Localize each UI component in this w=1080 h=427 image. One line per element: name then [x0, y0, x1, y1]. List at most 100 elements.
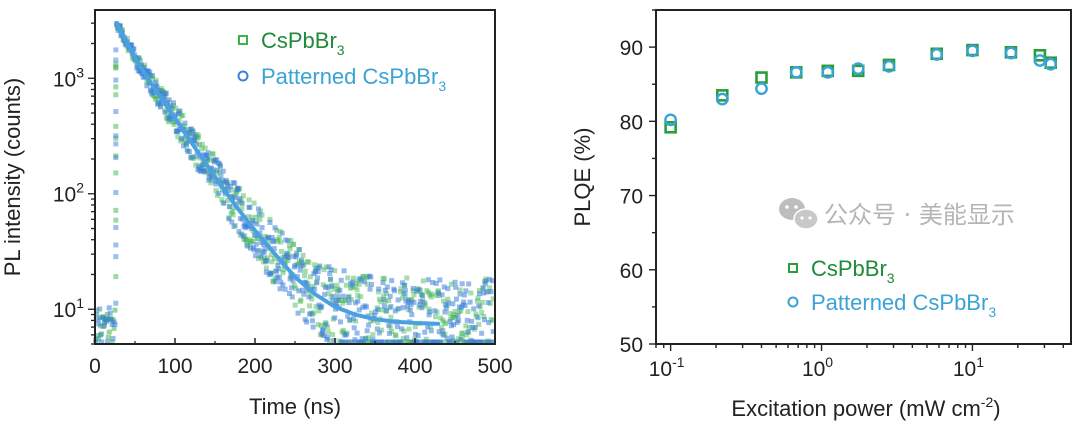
y-tick-labels: 101 102 103	[53, 64, 84, 322]
data-point	[140, 71, 146, 77]
data-point	[321, 332, 327, 338]
data-point	[313, 266, 319, 272]
data-point	[202, 145, 208, 151]
data-point	[353, 280, 359, 286]
data-point	[271, 255, 277, 261]
data-point	[407, 307, 413, 313]
data-point	[361, 279, 367, 285]
data-point	[479, 309, 485, 315]
data-point	[266, 234, 272, 240]
data-point	[99, 339, 105, 345]
data-point-circle	[789, 65, 803, 79]
data-point	[381, 293, 387, 299]
x-tick-label: 300	[317, 355, 352, 378]
data-point	[204, 156, 210, 162]
x-tick-label: 0	[89, 355, 101, 378]
data-point	[112, 321, 118, 327]
data-point	[231, 223, 237, 229]
data-point	[363, 336, 369, 342]
data-point-square	[755, 71, 768, 84]
data-point	[152, 94, 158, 100]
data-point	[443, 302, 449, 308]
data-point	[113, 207, 119, 213]
data-point	[312, 269, 318, 275]
data-point	[108, 317, 114, 323]
data-point	[484, 339, 490, 345]
pl-decay-chart: 0 100 200 300 400 500 101 102 103 Time (ns) PL …	[0, 9, 513, 419]
data-point	[416, 287, 422, 293]
data-point	[375, 307, 381, 313]
data-point	[475, 295, 481, 301]
data-point	[263, 269, 269, 275]
data-point	[404, 303, 410, 309]
data-point	[286, 243, 292, 249]
data-point	[473, 311, 479, 317]
data-point	[384, 284, 390, 290]
data-point	[154, 83, 160, 89]
data-point	[268, 270, 274, 276]
data-point	[214, 167, 220, 173]
data-point	[452, 279, 458, 285]
data-point	[331, 337, 337, 343]
data-point	[475, 315, 481, 321]
data-point	[243, 236, 249, 242]
data-point	[302, 268, 308, 274]
data-point	[363, 304, 369, 310]
data-point	[462, 303, 468, 309]
data-point	[358, 277, 364, 283]
data-point	[343, 282, 349, 288]
data-point	[429, 291, 435, 297]
data-point	[244, 238, 250, 244]
data-point	[287, 276, 293, 282]
data-point	[255, 206, 261, 212]
data-point	[480, 285, 486, 291]
data-point	[196, 134, 202, 140]
data-point	[131, 46, 137, 52]
data-point	[151, 90, 157, 96]
data-point-circle	[930, 48, 944, 61]
data-point	[226, 216, 232, 222]
data-point	[209, 151, 215, 157]
data-point	[270, 278, 276, 284]
data-point	[245, 214, 251, 220]
data-point	[297, 267, 303, 273]
data-point	[386, 322, 392, 328]
x-tick-label: 100	[157, 355, 192, 378]
data-point	[338, 277, 344, 283]
data-point	[364, 328, 370, 334]
data-point	[479, 299, 485, 305]
data-point	[442, 309, 448, 315]
data-point	[427, 309, 433, 315]
data-point	[378, 299, 384, 305]
data-point	[248, 241, 254, 247]
data-point	[440, 298, 446, 304]
data-point	[440, 332, 446, 338]
y-tick-label: 50	[620, 334, 643, 357]
data-point	[330, 298, 336, 304]
data-point	[113, 109, 119, 115]
data-point	[450, 301, 456, 307]
data-point	[441, 284, 447, 290]
legend-item: CsPbBr3	[788, 256, 895, 286]
data-point	[278, 279, 284, 285]
data-point	[244, 242, 250, 248]
data-point	[225, 187, 231, 193]
data-point	[104, 339, 110, 345]
data-point	[374, 326, 380, 332]
data-point	[484, 289, 490, 295]
data-point	[415, 339, 421, 345]
data-point	[214, 170, 220, 176]
data-point	[162, 109, 168, 115]
data-point	[425, 289, 431, 295]
data-point	[337, 287, 343, 293]
data-point	[167, 117, 173, 123]
data-point	[340, 327, 346, 333]
data-point	[306, 294, 312, 300]
data-point	[447, 310, 453, 316]
data-point	[113, 217, 119, 223]
data-point	[440, 317, 446, 323]
data-point	[376, 286, 382, 292]
data-point	[306, 259, 312, 265]
wechat-icon	[779, 198, 819, 230]
data-point	[262, 233, 268, 239]
